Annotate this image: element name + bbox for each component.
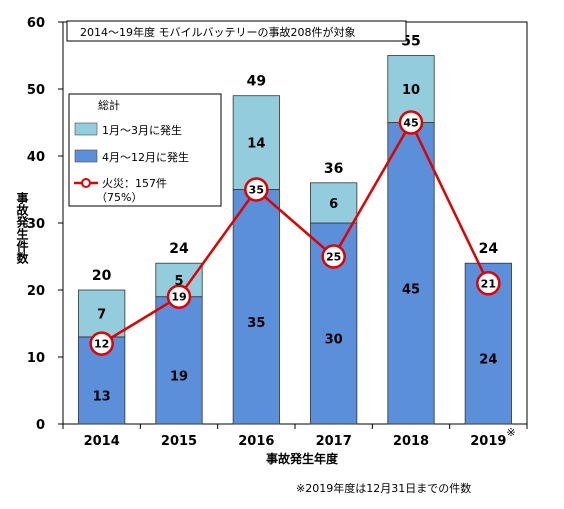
fire-marker-2014 — [89, 331, 114, 356]
y-tick-label: 60 — [27, 16, 45, 31]
bar-label-apr-dec-2016: 35 — [247, 316, 265, 331]
fire-marker-2019 — [476, 271, 501, 296]
footnote: ※2019年度は12月31日までの件数 — [296, 481, 471, 495]
legend-item-fire: 火災：157件 — [102, 177, 167, 190]
total-label-2017: 36 — [324, 161, 343, 177]
bar-jan-mar-2017 — [310, 182, 358, 224]
bar-label-jan-mar-2015: 5 — [174, 274, 183, 289]
bar-label-jan-mar-2017: 6 — [329, 197, 338, 212]
x-tick-label: 2019 — [470, 434, 506, 449]
legend-fire-marker — [81, 178, 91, 188]
y-tick-label: 20 — [27, 284, 45, 299]
fire-value-label-2019: 21 — [481, 277, 496, 290]
y-tick-label: 30 — [27, 217, 45, 232]
y-tick-label: 10 — [27, 351, 45, 366]
x-tick-label: 2014 — [84, 434, 120, 449]
y-tick-label: 0 — [36, 418, 45, 433]
fire-line — [101, 119, 490, 345]
bar-jan-mar-2014 — [78, 289, 126, 338]
bar-jan-mar-2016 — [232, 95, 280, 190]
x-tick-label: 2017 — [316, 434, 352, 449]
fire-value-label-2016: 35 — [249, 184, 264, 197]
legend-item-jan-mar: 1月～3月に発生 — [102, 123, 182, 137]
fire-value-label-2014: 12 — [94, 338, 109, 351]
caption-box — [66, 20, 407, 42]
y-tick-label: 50 — [27, 83, 45, 98]
x-tick-note-mark: ※ — [506, 426, 515, 439]
x-axis-title: 事故発生年度 — [266, 451, 339, 466]
bar-label-jan-mar-2014: 7 — [97, 307, 106, 322]
y-tick-label: 40 — [27, 150, 45, 165]
bar-label-jan-mar-2016: 14 — [247, 137, 265, 152]
legend: 総計 1月～3月に発生 4月～12月に発生 火災：157件 （75%） — [68, 93, 222, 207]
fire-marker-2017 — [321, 244, 346, 269]
legend-title: 総計 — [98, 98, 120, 112]
bar-apr-dec-2016 — [232, 189, 280, 425]
chart-caption: 2014～19年度 モバイルバッテリーの事故208件が対象 — [80, 25, 355, 39]
labels: 1372020141952420153514492016306362017451… — [84, 34, 516, 450]
total-label-2019: 24 — [479, 241, 499, 257]
legend-fire-share: （75%） — [96, 191, 142, 204]
bar-label-apr-dec-2015: 19 — [170, 369, 188, 384]
bar-label-apr-dec-2019: 24 — [479, 353, 497, 368]
fire-marker-2015 — [166, 284, 192, 309]
bar-apr-dec-2015 — [155, 296, 203, 425]
x-tick-label: 2015 — [161, 434, 197, 449]
bar-label-apr-dec-2017: 30 — [325, 333, 343, 348]
bar-label-apr-dec-2014: 13 — [93, 389, 111, 404]
fire-value-label-2018: 45 — [403, 117, 418, 130]
bar-apr-dec-2018 — [387, 122, 435, 425]
bar-label-jan-mar-2018: 10 — [402, 83, 420, 98]
fire-marker-2018 — [398, 110, 424, 135]
bar-label-apr-dec-2018: 45 — [402, 282, 420, 297]
total-label-2015: 24 — [169, 241, 189, 257]
total-label-2016: 49 — [247, 74, 266, 90]
legend-swatch-apr-dec — [74, 149, 98, 163]
fire-value-label-2015: 19 — [171, 291, 186, 304]
legend-item-apr-dec: 4月～12月に発生 — [102, 150, 189, 164]
fire-value-label-2017: 25 — [326, 251, 341, 264]
y-axis-title: 事故発生件数 — [15, 191, 29, 265]
fire-line-series: 12 19 35 25 45 21 — [89, 110, 501, 356]
legend-swatch-jan-mar — [74, 122, 98, 136]
x-tick-label: 2018 — [393, 434, 429, 449]
x-tick-label: 2016 — [238, 434, 274, 449]
fire-marker-2016 — [244, 177, 269, 202]
total-label-2014: 20 — [92, 268, 112, 284]
